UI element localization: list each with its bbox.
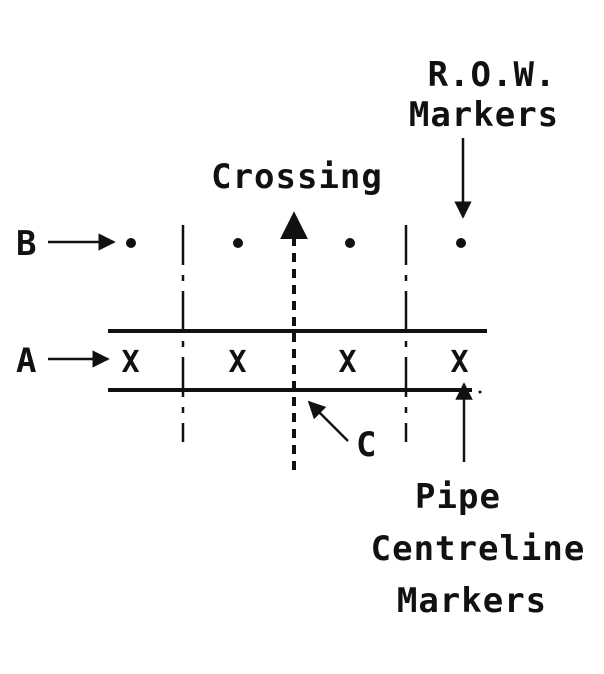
pipe-markers-label-line1: Pipe [415, 477, 501, 517]
row-markers-label-line1: R.O.W. [428, 55, 557, 95]
pipe-marker-x: X [338, 345, 357, 380]
label-a: A [16, 341, 37, 381]
row-marker-dot [126, 238, 136, 248]
row-marker-dot [345, 238, 355, 248]
crossing-label: Crossing [211, 157, 383, 197]
speckle [478, 390, 482, 394]
row-marker-dot [233, 238, 243, 248]
pipe-marker-x: X [121, 345, 140, 380]
c-arrow [307, 400, 349, 442]
row-markers-label-line2: Markers [409, 95, 559, 135]
label-c: C [356, 425, 377, 465]
pipe-markers-label-line2: Centreline [371, 529, 586, 569]
label-b: B [16, 224, 37, 264]
row-marker-dot [456, 238, 466, 248]
pipe-markers-label-line3: Markers [397, 581, 547, 621]
pipe-marker-x: X [228, 345, 247, 380]
pipe-marker-x: X [450, 345, 469, 380]
